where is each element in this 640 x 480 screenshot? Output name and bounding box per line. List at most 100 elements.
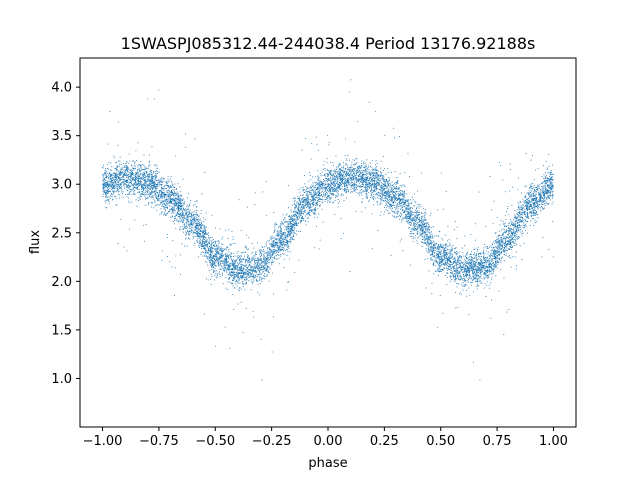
data-point: [208, 253, 210, 255]
data-point: [326, 178, 328, 179]
data-point: [542, 181, 544, 183]
data-point: [217, 245, 219, 247]
data-point: [474, 278, 476, 279]
data-point: [196, 222, 198, 224]
data-point: [404, 186, 406, 188]
data-point: [493, 269, 495, 271]
data-point: [177, 206, 178, 208]
data-point: [527, 220, 528, 222]
data-point: [458, 264, 460, 266]
data-point: [434, 235, 436, 237]
data-point: [357, 171, 359, 173]
data-point: [223, 255, 224, 257]
data-point: [245, 276, 247, 277]
data-point: [509, 241, 511, 243]
data-point: [543, 191, 545, 193]
data-point: [510, 228, 512, 230]
data-point: [222, 275, 223, 276]
data-point: [548, 249, 550, 251]
data-point: [230, 259, 232, 261]
data-point: [309, 205, 311, 206]
data-point: [181, 219, 183, 221]
data-point: [423, 242, 425, 244]
data-point: [175, 155, 177, 157]
data-point: [239, 257, 241, 259]
data-point: [146, 189, 148, 191]
data-point: [346, 184, 348, 186]
data-point: [373, 186, 375, 188]
data-point: [312, 198, 314, 200]
data-point: [205, 237, 207, 239]
data-point: [422, 228, 423, 230]
data-point: [544, 188, 546, 190]
data-point: [365, 170, 367, 172]
data-point: [313, 200, 315, 202]
data-point: [470, 268, 472, 270]
data-point: [225, 229, 227, 231]
data-point: [422, 224, 424, 226]
data-point: [275, 244, 277, 246]
data-point: [226, 247, 228, 248]
data-point: [541, 189, 543, 191]
data-point: [439, 262, 441, 263]
data-point: [395, 187, 397, 189]
data-point: [117, 182, 119, 183]
data-point: [385, 197, 387, 199]
data-point: [232, 272, 234, 274]
data-point: [115, 197, 117, 199]
data-point: [552, 190, 554, 192]
data-point: [424, 225, 426, 227]
data-point: [539, 183, 541, 185]
data-point: [271, 252, 273, 254]
data-point: [250, 275, 252, 277]
data-point: [220, 261, 222, 263]
data-point: [460, 264, 461, 266]
data-point: [184, 201, 186, 203]
data-point: [107, 185, 109, 187]
data-point: [112, 173, 114, 175]
data-point: [244, 277, 246, 279]
data-point: [444, 252, 446, 253]
data-point: [494, 265, 496, 267]
data-point: [368, 101, 370, 103]
data-point: [252, 274, 254, 276]
data-point: [151, 181, 153, 183]
data-point: [430, 259, 432, 261]
data-point: [253, 278, 255, 280]
data-point: [402, 201, 404, 203]
data-point: [390, 204, 392, 206]
data-point: [324, 169, 326, 171]
data-point: [107, 187, 109, 189]
data-point: [296, 202, 298, 204]
data-point: [492, 250, 494, 252]
data-point: [510, 266, 512, 268]
data-point: [493, 250, 495, 252]
data-point: [107, 199, 109, 201]
data-point: [466, 265, 468, 267]
data-point: [367, 166, 369, 168]
data-point: [278, 239, 280, 241]
data-point: [210, 246, 212, 248]
data-point: [524, 212, 526, 214]
data-point: [421, 213, 423, 214]
data-point: [361, 201, 363, 203]
data-point: [253, 270, 255, 272]
data-point: [204, 230, 206, 232]
data-point: [324, 201, 326, 203]
data-point: [432, 256, 434, 258]
data-point: [449, 266, 451, 268]
data-point: [498, 253, 500, 255]
data-point: [412, 217, 414, 219]
data-point: [311, 143, 313, 145]
data-point: [131, 174, 133, 175]
data-point: [421, 221, 423, 223]
data-point: [353, 163, 355, 165]
data-point: [384, 183, 386, 185]
data-point: [380, 171, 381, 173]
data-point: [301, 209, 303, 211]
data-point: [544, 187, 546, 188]
data-point: [447, 256, 449, 258]
data-point: [464, 271, 466, 273]
data-point: [105, 195, 107, 197]
data-point: [447, 257, 449, 259]
